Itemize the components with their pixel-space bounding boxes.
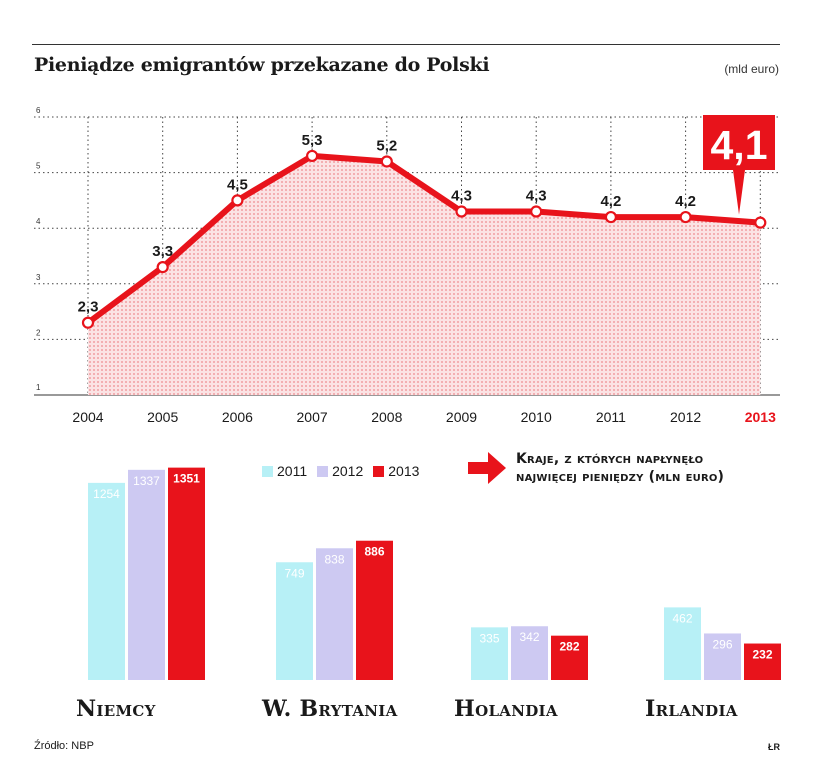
bar-label-holandia-2013: 282 <box>559 640 579 654</box>
bar-label-niemcy-2011: 1254 <box>93 487 120 501</box>
legend-item-2011: 2011 <box>262 463 307 479</box>
x-tick-label-2011: 2011 <box>596 409 626 425</box>
series-line <box>86 152 761 326</box>
bars-heading-text: Kraje, z których napłynęło najwięcej pie… <box>516 450 724 486</box>
legend-item-2013: 2013 <box>373 463 419 479</box>
data-label-2008: 5,2 <box>376 137 397 154</box>
data-label-2011: 4,2 <box>600 193 621 210</box>
x-tick-label-2008: 2008 <box>371 409 402 425</box>
bar-niemcy-2011 <box>88 482 125 680</box>
bar-niemcy-2012 <box>128 469 165 680</box>
country-label-holandia: Holandia <box>454 696 558 722</box>
highlight-callout: 4,1 <box>703 115 775 215</box>
legend-label-2013: 2013 <box>388 463 420 479</box>
y-tick-label-2: 2 <box>36 328 41 337</box>
highlight-value: 4,1 <box>711 122 768 168</box>
country-label-niemcy: Niemcy <box>76 696 156 722</box>
data-point-2013 <box>754 216 767 229</box>
data-point-2012 <box>679 210 692 224</box>
data-point-2006 <box>231 194 244 207</box>
bar-holandia-2011 <box>471 627 508 680</box>
bar-label-wbrytania-2012: 838 <box>324 552 344 566</box>
x-tick-label-2004: 2004 <box>72 409 103 425</box>
legend-swatch-2013 <box>373 465 385 477</box>
bar-irlandia-2013 <box>744 643 781 680</box>
data-label-2005: 3,3 <box>152 243 173 260</box>
bar-label-niemcy-2013: 1351 <box>173 472 200 486</box>
data-label-2012: 4,2 <box>675 193 696 210</box>
x-tick-label-2009: 2009 <box>446 409 477 425</box>
legend-label-2011: 2011 <box>277 463 308 479</box>
chart-title: Pieniądze emigrantów przekazane do Polsk… <box>34 54 490 76</box>
legend-swatch-2012 <box>317 465 329 477</box>
country-label-irlandia: Irlandia <box>645 696 738 722</box>
bars-heading: Kraje, z których napłynęło najwięcej pie… <box>466 448 724 488</box>
data-point-2009 <box>455 205 468 218</box>
country-label-w-brytania: W. Brytania <box>262 696 398 722</box>
data-label-2009: 4,3 <box>451 188 472 205</box>
legend-label-2012: 2012 <box>332 463 364 479</box>
legend-item-2012: 2012 <box>317 463 363 479</box>
top-rule <box>32 44 780 45</box>
data-point-2004 <box>81 316 95 329</box>
data-label-2004: 2,3 <box>78 299 99 316</box>
author-credit: ŁR <box>768 742 780 752</box>
data-point-2011 <box>604 210 618 224</box>
data-point-2005 <box>156 261 169 274</box>
bar-niemcy-2013 <box>168 467 205 680</box>
bar-wbrytania-2013 <box>356 540 393 680</box>
bar-holandia-2012 <box>511 626 548 680</box>
y-tick-label-1: 1 <box>36 383 41 392</box>
bar-label-holandia-2011: 335 <box>479 631 499 645</box>
bar-label-irlandia-2011: 462 <box>672 611 692 625</box>
data-point-2010 <box>530 205 543 218</box>
x-tick-label-2006: 2006 <box>222 409 253 425</box>
x-tick-label-2010: 2010 <box>521 409 552 425</box>
y-tick-label-3: 3 <box>36 273 41 282</box>
x-tick-label-2012: 2012 <box>670 409 701 425</box>
bar-irlandia-2012 <box>704 633 741 680</box>
area-fill <box>88 155 761 395</box>
data-point-2008 <box>380 155 393 168</box>
bar-holandia-2013 <box>551 635 588 680</box>
bar-label-niemcy-2012: 1337 <box>133 474 160 488</box>
bar-wbrytania-2012 <box>316 548 353 680</box>
bar-wbrytania-2011 <box>276 562 313 680</box>
bar-label-wbrytania-2013: 886 <box>364 545 384 559</box>
y-tick-label-6: 6 <box>36 106 41 115</box>
x-tick-label-2013: 2013 <box>745 409 776 425</box>
data-label-2010: 4,3 <box>526 188 547 205</box>
y-tick-label-4: 4 <box>36 217 41 226</box>
bars-heading-line2: najwięcej pieniędzy (mln euro) <box>516 469 725 485</box>
y-tick-label-5: 5 <box>36 162 41 171</box>
x-tick-label-2007: 2007 <box>297 409 328 425</box>
data-label-2007: 5,3 <box>302 132 323 149</box>
bar-label-wbrytania-2011: 749 <box>284 566 304 580</box>
bar-label-irlandia-2013: 232 <box>752 648 772 662</box>
highlight-box <box>703 115 775 215</box>
legend-swatch-2011 <box>262 465 273 477</box>
bars-heading-line1: Kraje, z których napłynęło <box>516 451 704 467</box>
bar-irlandia-2011 <box>664 607 701 680</box>
x-tick-label-2005: 2005 <box>147 409 178 425</box>
bar-label-holandia-2012: 342 <box>519 630 539 644</box>
data-point-2007 <box>306 149 319 163</box>
unit-label: (mld euro) <box>724 62 779 76</box>
data-label-2006: 4,5 <box>227 176 248 193</box>
arrow-right-icon <box>468 452 506 484</box>
source-note: Źródło: NBP <box>34 740 94 752</box>
bar-label-irlandia-2012: 296 <box>712 637 732 651</box>
bar-legend: 2011 2012 2013 <box>262 463 419 479</box>
